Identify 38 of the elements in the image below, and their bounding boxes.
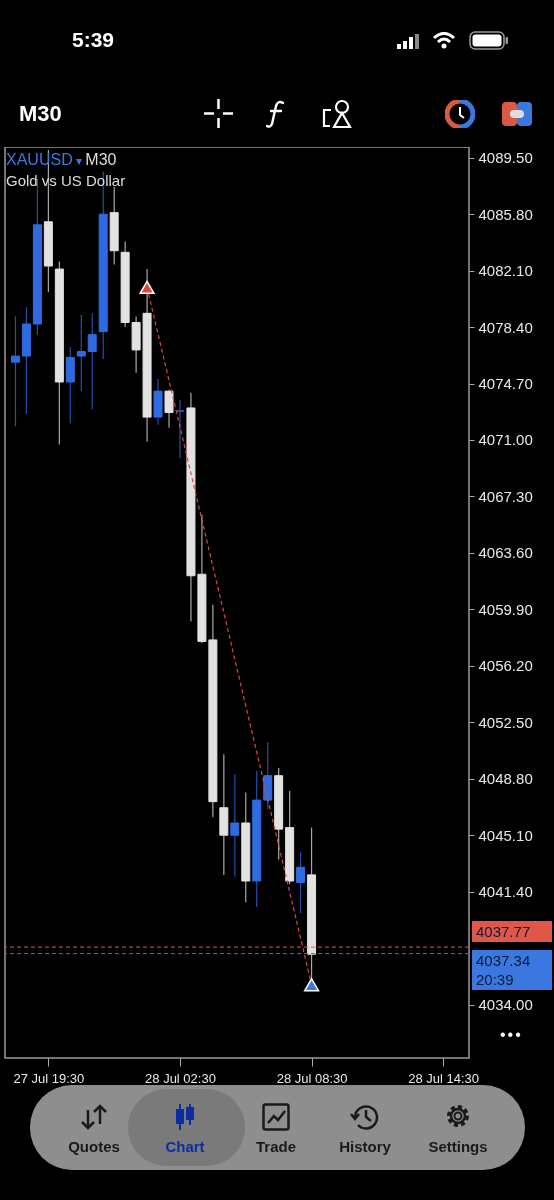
- text: Chart: [164, 1138, 206, 1155]
- text: Quotes: [67, 1138, 121, 1155]
- text: 5:39: [72, 28, 115, 52]
- x-tick-label: 27 Jul 19:30: [13, 1070, 85, 1086]
- text: M30: [19, 101, 62, 127]
- y-tick-label: 4067.30: [478, 487, 533, 505]
- y-tick-label: 4089.50: [478, 149, 533, 167]
- annotation: ▾: [75, 154, 84, 168]
- x-tick-label: 28 Jul 14:30: [408, 1070, 480, 1086]
- y-tick-label: 4045.10: [478, 826, 533, 844]
- y-tick-label: 4059.90: [478, 600, 533, 618]
- x-tick-label: 28 Jul 08:30: [276, 1070, 348, 1086]
- y-tick-label: 4085.80: [478, 205, 533, 223]
- annotation: M30: [85, 151, 117, 168]
- text: History: [338, 1138, 392, 1155]
- y-tick-label: 4082.10: [478, 262, 533, 280]
- y-tick-label: 4078.40: [478, 318, 533, 336]
- y-tick-label: 4063.60: [478, 544, 533, 562]
- x-tick-label: 28 Jul 02:30: [145, 1070, 216, 1086]
- y-tick-label: 4074.70: [478, 375, 533, 393]
- candlestick: [10, 315, 20, 427]
- y-tick-label: 4056.20: [478, 657, 533, 675]
- y-tick-label: 4052.50: [478, 713, 533, 731]
- text: Trade: [255, 1138, 297, 1155]
- candlestick: [164, 389, 174, 429]
- text: •••: [500, 1026, 523, 1044]
- text: Settings: [427, 1138, 489, 1155]
- ref-line-label: 4037.34: [476, 950, 532, 970]
- y-tick-label: 4048.80: [478, 770, 533, 788]
- candlestick: [296, 851, 306, 914]
- y-tick-label: 4041.40: [478, 883, 533, 901]
- y-tick-label: 4034.00: [478, 996, 533, 1014]
- candlestick: [87, 312, 97, 411]
- candlestick: [230, 773, 240, 878]
- y-tick-label: 4071.00: [478, 431, 533, 449]
- candlestick: [76, 314, 86, 392]
- text: 20:39: [476, 969, 515, 989]
- ref-line-label: 4037.77: [476, 922, 532, 942]
